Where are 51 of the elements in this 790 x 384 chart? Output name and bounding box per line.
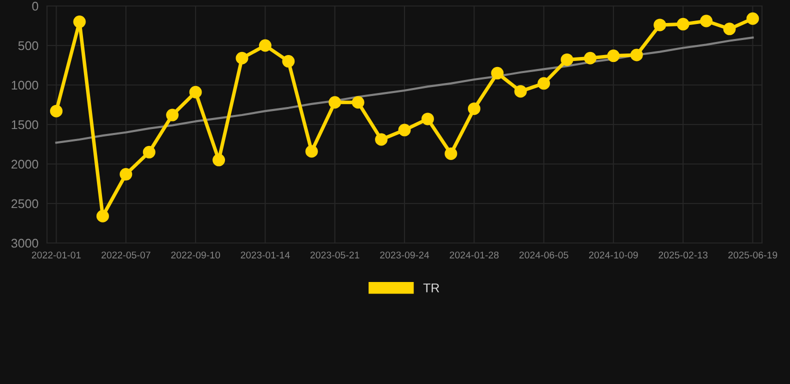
point: [142, 146, 156, 158]
x-tick-label: 2024-06-05: [519, 252, 568, 258]
point: [421, 112, 434, 126]
point: [700, 14, 713, 28]
point: [120, 168, 132, 181]
y-tick-label: 2500: [11, 199, 38, 208]
x-tick-label: 2025-06-19: [728, 252, 778, 258]
point: [607, 50, 620, 62]
y-tick-label: 0: [32, 2, 38, 11]
point: [444, 147, 458, 160]
point: [560, 53, 574, 66]
point: [352, 96, 364, 109]
x-tick-label: 2022-05-07: [102, 252, 150, 258]
point: [584, 52, 596, 64]
legend-label: TR: [423, 284, 440, 292]
x-tick-label: 2023-09-24: [380, 252, 430, 258]
x-tick-label: 2025-02-13: [658, 252, 708, 258]
point: [189, 86, 202, 98]
point: [282, 55, 295, 68]
x-tick-label: 2024-10-09: [589, 252, 638, 258]
point: [73, 16, 86, 28]
y-tick-label: 1500: [12, 120, 38, 130]
x-tick-label: 2023-05-21: [310, 252, 360, 258]
point: [375, 133, 388, 146]
x-tick-label: 2023-01-14: [240, 252, 290, 258]
point: [236, 52, 248, 64]
point: [166, 108, 179, 122]
y-tick-label: 1000: [12, 80, 38, 90]
point: [676, 18, 690, 30]
x-tick-label: 2022-01-01: [32, 252, 81, 258]
point: [50, 104, 63, 118]
point: [491, 66, 504, 80]
point: [630, 48, 643, 62]
point: [212, 154, 226, 166]
point: [398, 124, 411, 136]
point: [654, 18, 666, 32]
point: [305, 145, 318, 158]
point: [723, 22, 736, 36]
point: [468, 102, 480, 115]
point: [328, 96, 342, 109]
y-tick-label: 2000: [11, 160, 38, 169]
y-tick-label: 500: [18, 41, 38, 50]
y-tick-label: 3000: [11, 238, 38, 248]
point: [96, 210, 109, 222]
point: [538, 77, 550, 90]
line-series: [55, 36, 754, 144]
point: [746, 12, 759, 25]
x-tick-label: 2024-01-28: [450, 252, 499, 258]
point: [514, 85, 527, 98]
point: [258, 39, 272, 52]
x-tick-label: 2022-09-10: [171, 252, 220, 258]
